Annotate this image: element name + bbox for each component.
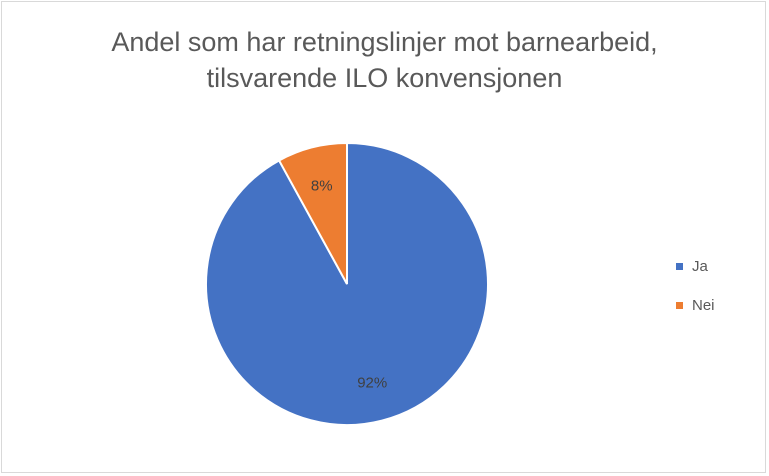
legend-label: Nei — [692, 297, 715, 314]
legend-swatch — [676, 302, 683, 309]
title-line-2: tilsvarende ILO konvensjonen — [206, 63, 563, 93]
legend-item-ja: Ja — [676, 256, 715, 277]
pie-slice-nei — [277, 141, 348, 285]
chart-title: Andel som har retningslinjer mot barnear… — [0, 24, 769, 96]
title-line-1: Andel som har retningslinjer mot barnear… — [111, 27, 658, 57]
legend-item-nei: Nei — [676, 295, 715, 316]
legend-label: Ja — [692, 258, 708, 275]
legend-swatch — [676, 263, 683, 270]
data-label: 92% — [357, 374, 387, 391]
legend: Ja Nei — [676, 256, 715, 334]
data-label: 8% — [311, 178, 333, 195]
